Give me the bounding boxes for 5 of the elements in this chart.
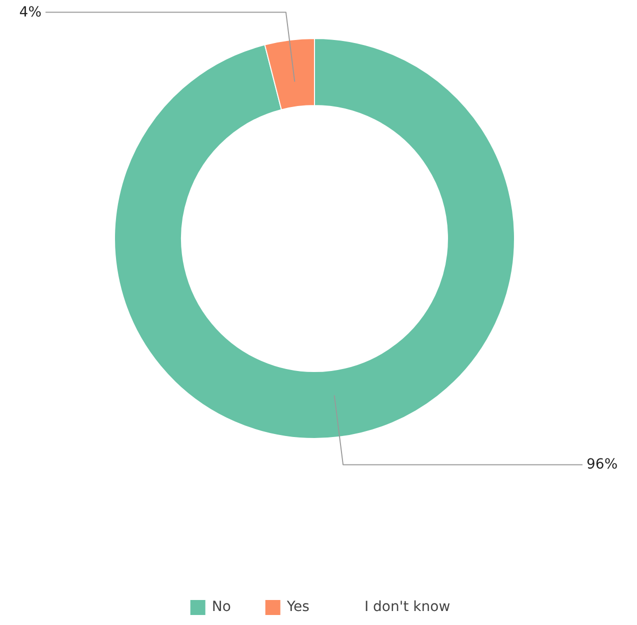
data-label: 96% [586,456,618,473]
category-label: I don't know [364,599,450,615]
legend-label: No [212,599,232,615]
data-label: 4% [19,4,42,20]
legend-label: Yes [286,599,310,615]
